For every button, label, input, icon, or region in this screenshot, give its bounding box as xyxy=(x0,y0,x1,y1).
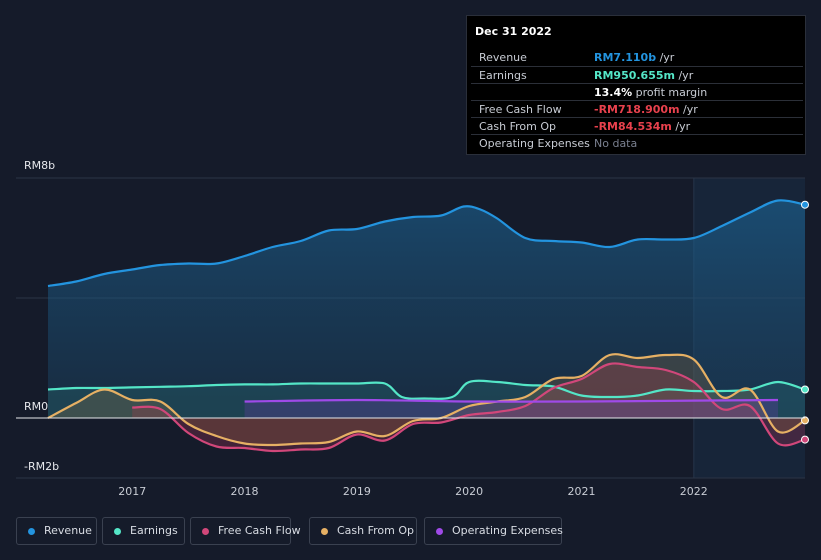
tooltip-row: 13.4% profit margin xyxy=(471,83,803,101)
earnings-line xyxy=(47,379,806,400)
tooltip-row-value: 13.4% xyxy=(594,86,633,99)
tooltip-row-unit: /yr xyxy=(656,51,675,64)
tooltip-date: Dec 31 2022 xyxy=(475,25,552,38)
legend-dot-icon xyxy=(202,528,209,535)
legend-label: Operating Expenses xyxy=(452,524,563,537)
y-tick-label: RM8b xyxy=(24,159,55,172)
tooltip-row-value: RM7.110b xyxy=(594,51,657,64)
legend-item-cash-from-op[interactable]: Cash From Op xyxy=(309,517,417,545)
x-tick-label: 2021 xyxy=(567,485,595,498)
legend-dot-icon xyxy=(321,528,328,535)
tooltip-row-label: Revenue xyxy=(479,51,527,64)
x-tick-label: 2018 xyxy=(231,485,259,498)
y-tick-label: RM0 xyxy=(24,400,48,413)
tooltip-row: Free Cash Flow -RM718.900m /yr xyxy=(471,100,803,118)
legend-item-free-cash-flow[interactable]: Free Cash Flow xyxy=(190,517,301,545)
revenue-line xyxy=(47,199,806,288)
tooltip-row-unit: profit margin xyxy=(632,86,708,99)
legend-label: Revenue xyxy=(44,524,92,537)
x-tick-label: 2017 xyxy=(118,485,146,498)
tooltip-row: Revenue RM7.110b /yr xyxy=(471,49,803,66)
tooltip-row-label: Operating Expenses xyxy=(479,137,590,150)
tooltip-row-unit: /yr xyxy=(674,69,694,82)
tooltip-row: Operating Expenses No data xyxy=(471,134,803,152)
series-lines xyxy=(16,199,809,453)
earnings-point xyxy=(801,385,809,394)
free-cash-flow-area xyxy=(132,363,805,452)
x-tick-label: 2019 xyxy=(343,485,371,498)
legend-item-earnings[interactable]: Earnings xyxy=(102,517,185,545)
revenue-point xyxy=(801,200,809,209)
legend-label: Free Cash Flow xyxy=(218,524,301,537)
legend-dot-icon xyxy=(436,528,443,535)
tooltip-row: Earnings RM950.655m /yr xyxy=(471,66,803,84)
x-tick-label: 2022 xyxy=(680,485,708,498)
tooltip-row: Cash From Op -RM84.534m /yr xyxy=(471,117,803,135)
legend-dot-icon xyxy=(28,528,35,535)
tooltip-row-value: -RM84.534m xyxy=(594,120,672,133)
x-tick-label: 2020 xyxy=(455,485,483,498)
cash-from-op-area xyxy=(48,354,805,445)
data-tooltip: Dec 31 2022 Revenue RM7.110b /yr Earnings R… xyxy=(466,15,806,155)
tooltip-row-value: No data xyxy=(594,137,638,150)
legend-dot-icon xyxy=(114,528,121,535)
legend-label: Earnings xyxy=(130,524,178,537)
tooltip-row-value: RM950.655m xyxy=(594,69,675,82)
legend-item-operating-expenses[interactable]: Operating Expenses xyxy=(424,517,563,545)
tooltip-row-label: Free Cash Flow xyxy=(479,103,562,116)
operating-expenses-line xyxy=(244,398,779,403)
tooltip-row-unit: /yr xyxy=(679,103,698,116)
free-cash-flow-line xyxy=(132,362,806,453)
cash-from-op-line xyxy=(47,353,806,447)
tooltip-row-label: Cash From Op xyxy=(479,120,557,133)
tooltip-row-unit: /yr xyxy=(671,120,691,133)
legend-item-revenue[interactable]: Revenue xyxy=(16,517,97,545)
legend-label: Cash From Op xyxy=(337,524,415,537)
cash-from-op-point xyxy=(801,416,809,425)
free-cash-flow-point xyxy=(801,435,809,444)
y-tick-label: -RM2b xyxy=(24,460,59,473)
tooltip-row-label: Earnings xyxy=(479,69,527,82)
axis-labels: RM8b RM0 -RM2b 2017 2018 2019 2020 2021 2022 xyxy=(24,159,708,498)
tooltip-row-value: -RM718.900m xyxy=(594,103,680,116)
